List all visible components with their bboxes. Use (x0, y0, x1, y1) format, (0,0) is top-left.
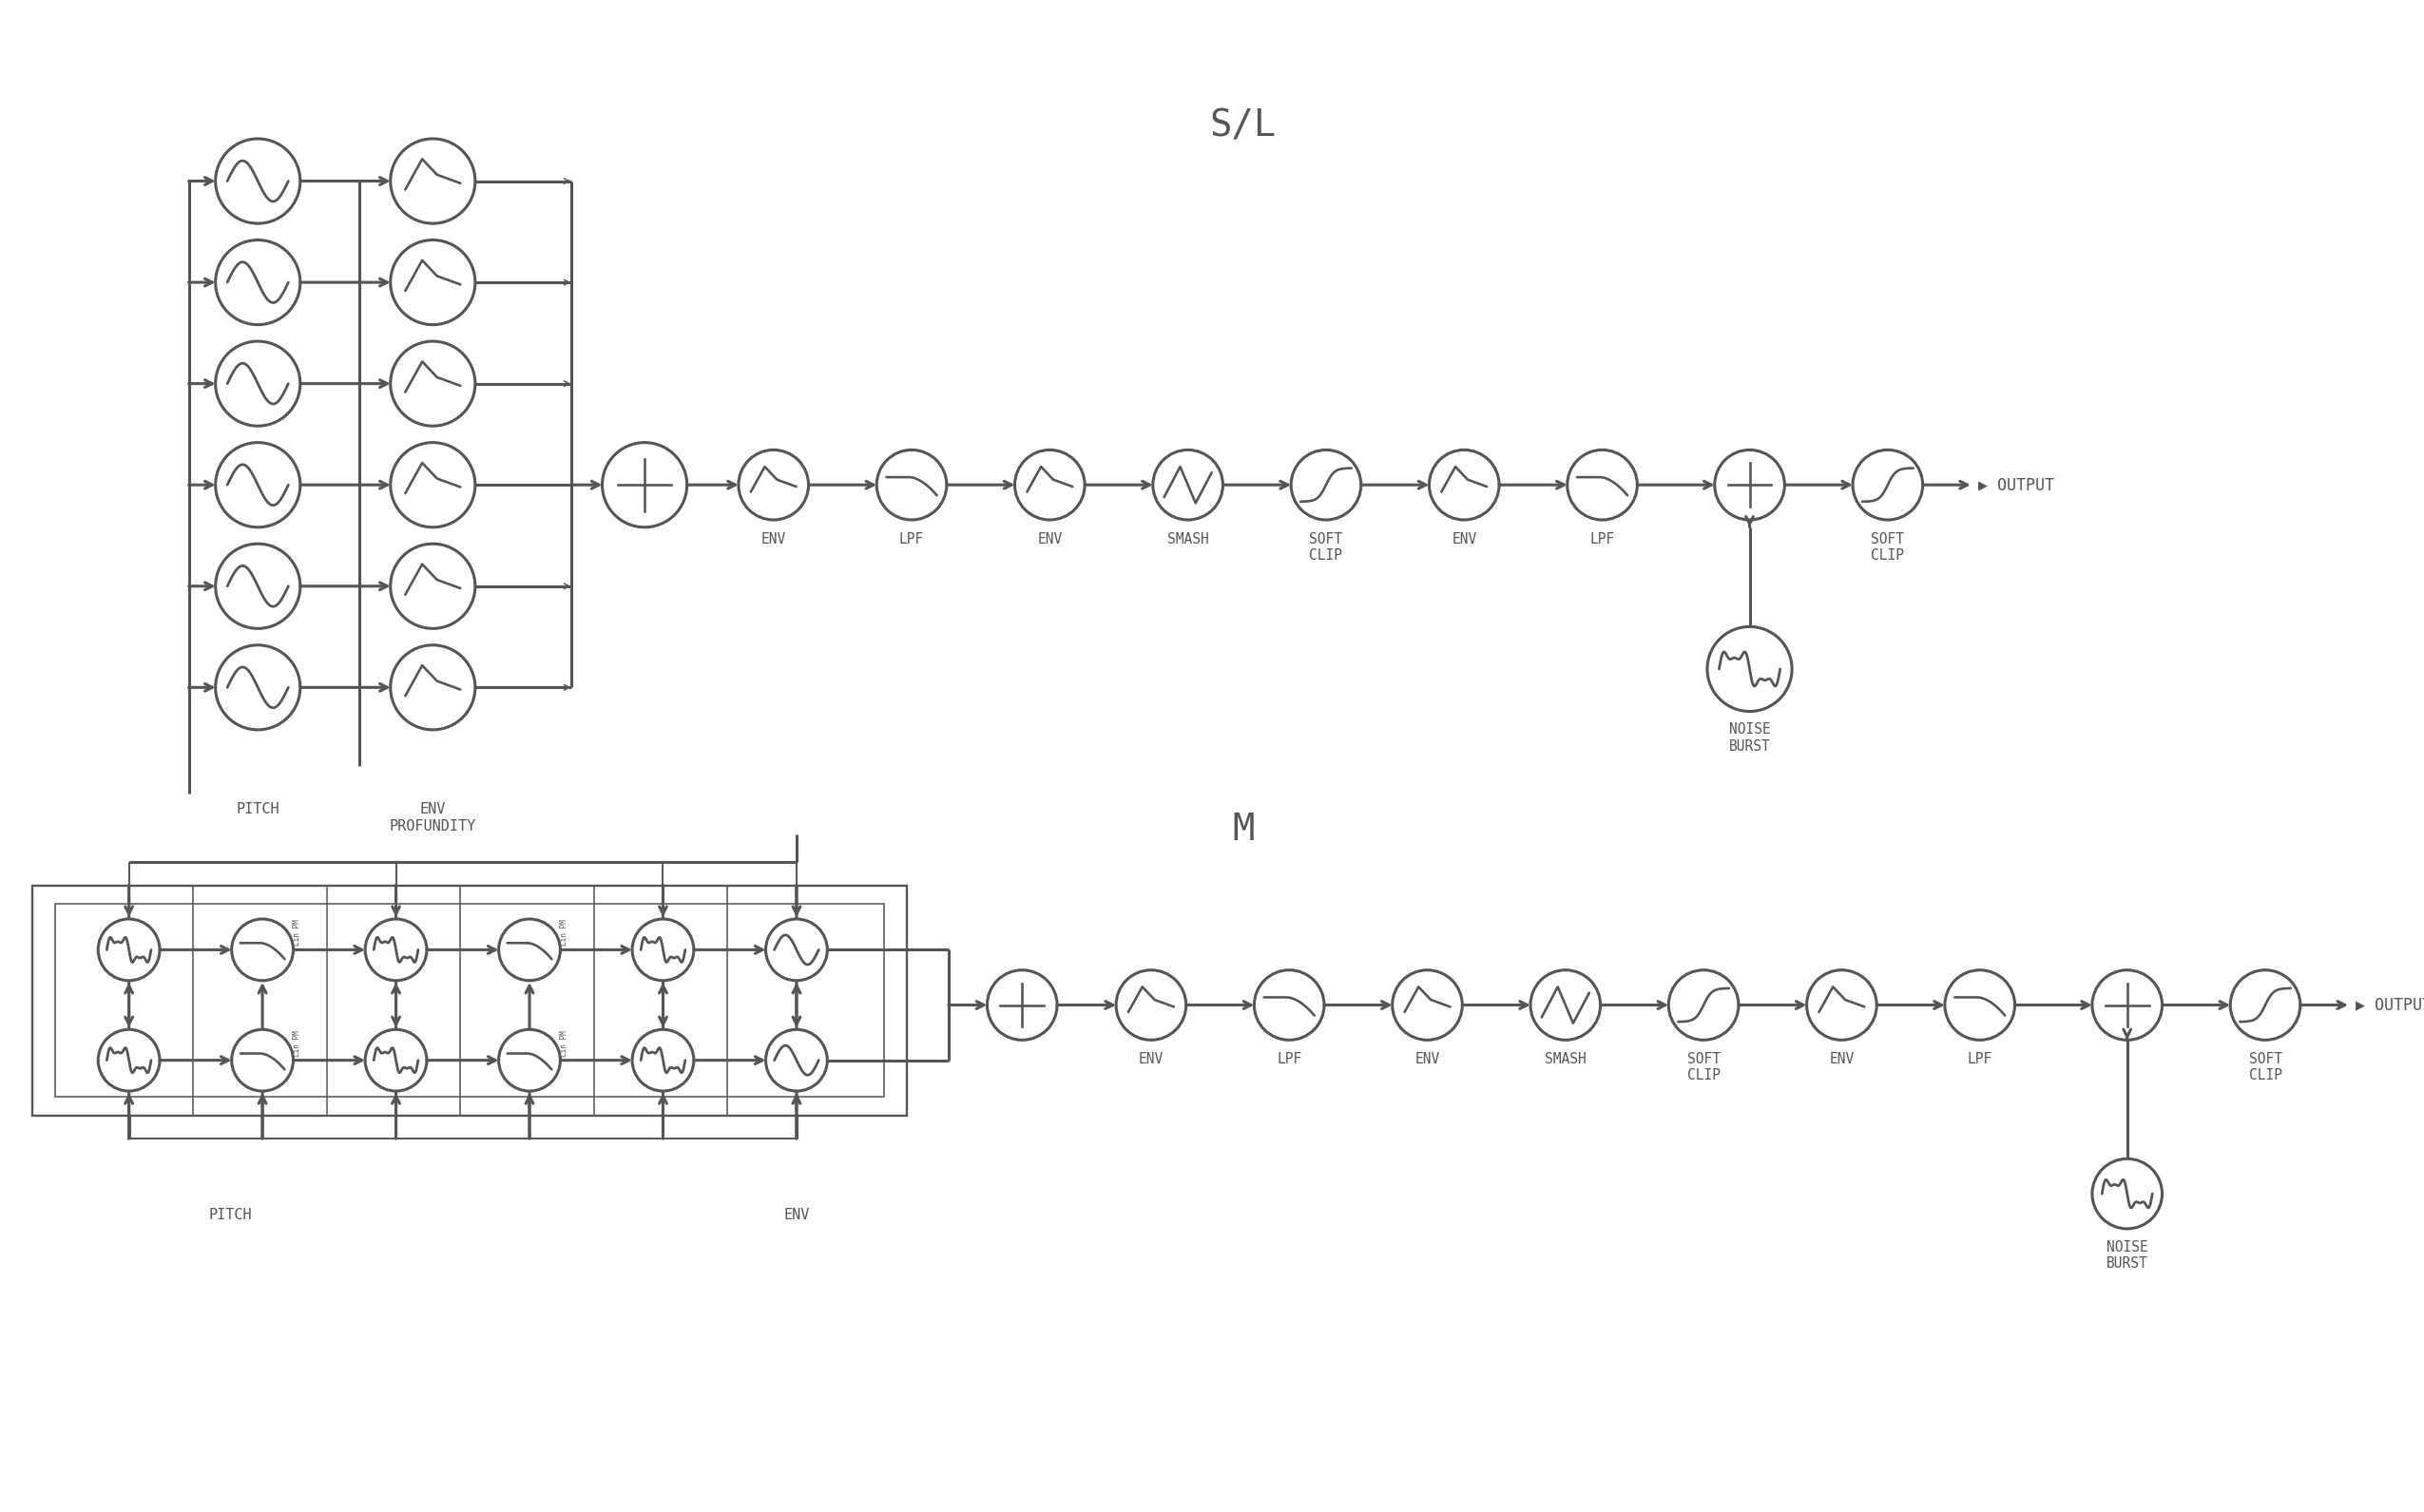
Text: LPF: LPF (1277, 1052, 1302, 1066)
Circle shape (1714, 451, 1784, 520)
Text: S/L: S/L (1210, 107, 1277, 144)
Circle shape (2092, 971, 2162, 1040)
Circle shape (390, 139, 475, 224)
Circle shape (216, 139, 301, 224)
Circle shape (2092, 1158, 2162, 1229)
Circle shape (1806, 971, 1876, 1040)
Text: NOISE
BURST: NOISE BURST (1728, 723, 1770, 753)
Text: SMASH: SMASH (1544, 1052, 1585, 1066)
Circle shape (390, 544, 475, 629)
Circle shape (601, 443, 686, 528)
Circle shape (1944, 971, 2014, 1040)
Text: SOFT
CLIP: SOFT CLIP (1871, 532, 1905, 562)
Text: Lin PM: Lin PM (560, 1030, 570, 1057)
Text: SOFT
CLIP: SOFT CLIP (2249, 1052, 2281, 1083)
Circle shape (499, 1030, 560, 1092)
Circle shape (216, 443, 301, 528)
Circle shape (233, 1030, 293, 1092)
Text: ENV: ENV (783, 1208, 810, 1222)
Circle shape (390, 342, 475, 426)
Text: ENV
PROFUNDITY: ENV PROFUNDITY (390, 803, 475, 833)
Circle shape (987, 971, 1057, 1040)
Text: ▶ OUTPUT: ▶ OUTPUT (1978, 476, 2053, 493)
Circle shape (366, 1030, 427, 1092)
Text: SOFT
CLIP: SOFT CLIP (1309, 532, 1343, 562)
Circle shape (1253, 971, 1324, 1040)
Text: SMASH: SMASH (1166, 532, 1210, 546)
Circle shape (216, 544, 301, 629)
Circle shape (766, 1030, 827, 1092)
Circle shape (1668, 971, 1738, 1040)
Text: Lin PM: Lin PM (560, 919, 570, 947)
Text: LPF: LPF (899, 532, 924, 546)
Circle shape (1568, 451, 1636, 520)
Text: LPF: LPF (1590, 532, 1614, 546)
Text: M: M (1231, 812, 1253, 848)
Circle shape (633, 1030, 693, 1092)
Circle shape (1115, 971, 1185, 1040)
Text: NOISE
BURST: NOISE BURST (2106, 1240, 2148, 1270)
Circle shape (390, 443, 475, 528)
Circle shape (216, 646, 301, 730)
Text: PITCH: PITCH (235, 803, 279, 816)
Circle shape (233, 919, 293, 981)
Text: ENV: ENV (1452, 532, 1476, 546)
Circle shape (1391, 971, 1462, 1040)
Text: Lin PM: Lin PM (293, 1030, 303, 1057)
Text: ENV: ENV (761, 532, 785, 546)
Text: ENV: ENV (1830, 1052, 1854, 1066)
Bar (32, 886, 907, 1116)
Circle shape (499, 919, 560, 981)
Bar (56, 904, 885, 1098)
Circle shape (1292, 451, 1360, 520)
Circle shape (2230, 971, 2300, 1040)
Circle shape (1852, 451, 1922, 520)
Circle shape (1154, 451, 1222, 520)
Circle shape (1430, 451, 1498, 520)
Text: PITCH: PITCH (208, 1208, 252, 1222)
Circle shape (633, 919, 693, 981)
Text: Lin PM: Lin PM (293, 919, 303, 947)
Text: LPF: LPF (1968, 1052, 1993, 1066)
Circle shape (366, 919, 427, 981)
Circle shape (739, 451, 810, 520)
Circle shape (766, 919, 827, 981)
Circle shape (216, 342, 301, 426)
Circle shape (1530, 971, 1600, 1040)
Text: ENV: ENV (1416, 1052, 1440, 1066)
Text: ENV: ENV (1037, 532, 1062, 546)
Circle shape (97, 1030, 160, 1092)
Circle shape (1016, 451, 1086, 520)
Text: SOFT
CLIP: SOFT CLIP (1687, 1052, 1721, 1083)
Circle shape (216, 240, 301, 325)
Circle shape (877, 451, 948, 520)
Circle shape (97, 919, 160, 981)
Circle shape (390, 240, 475, 325)
Text: ENV: ENV (1139, 1052, 1164, 1066)
Circle shape (1706, 626, 1791, 711)
Circle shape (390, 646, 475, 730)
Text: ▶ OUTPUT: ▶ OUTPUT (2356, 996, 2424, 1013)
